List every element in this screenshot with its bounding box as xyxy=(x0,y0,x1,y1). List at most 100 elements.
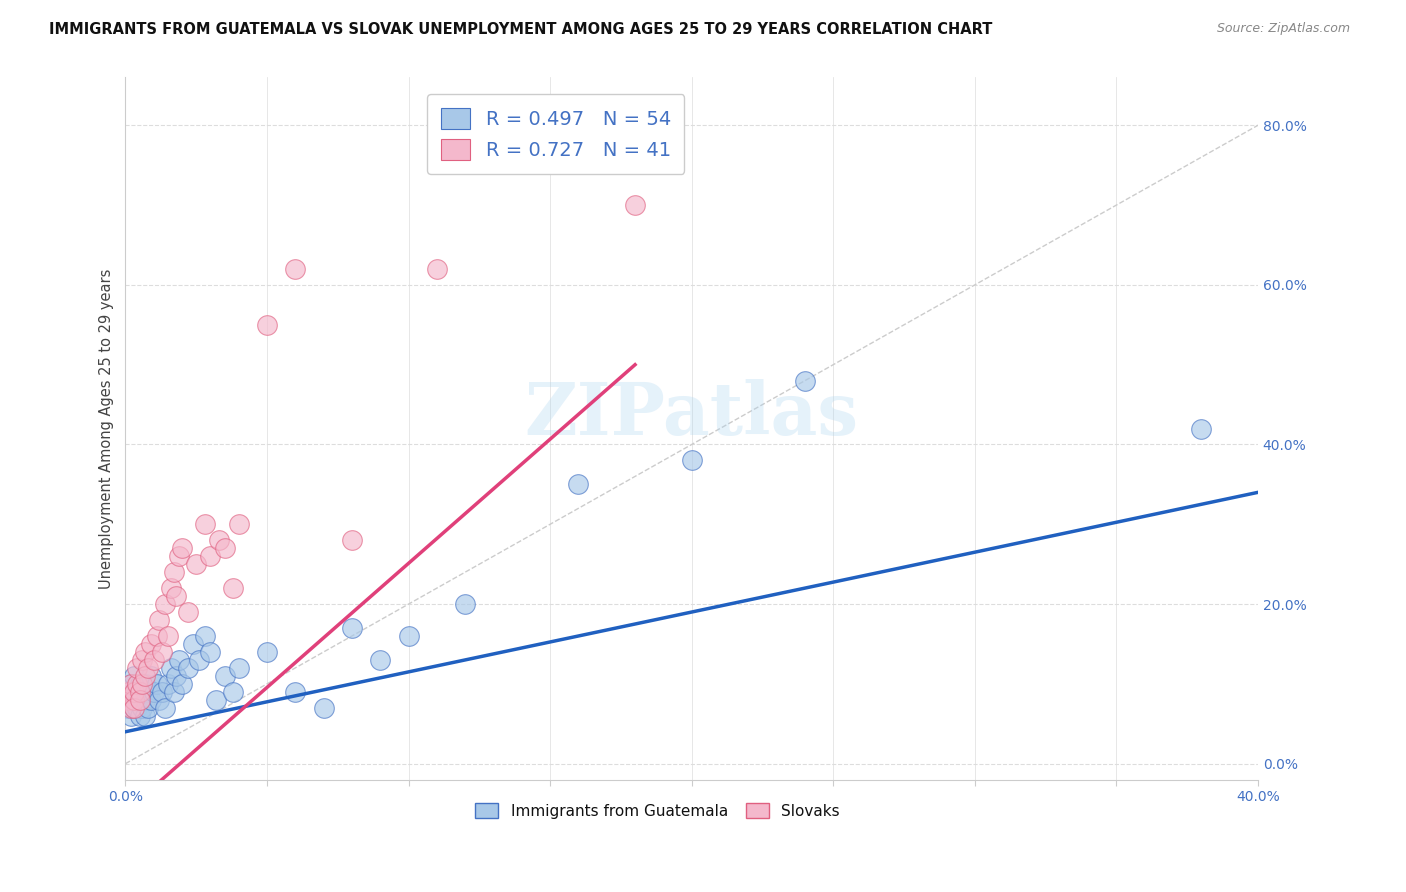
Point xyxy=(122,700,145,714)
Point xyxy=(128,693,150,707)
Point xyxy=(148,693,170,707)
Point xyxy=(368,653,391,667)
Point xyxy=(398,629,420,643)
Point xyxy=(228,661,250,675)
Point xyxy=(188,653,211,667)
Point xyxy=(120,677,142,691)
Point xyxy=(125,693,148,707)
Point xyxy=(122,685,145,699)
Point xyxy=(125,685,148,699)
Point xyxy=(183,637,205,651)
Point xyxy=(139,693,162,707)
Point xyxy=(165,669,187,683)
Point xyxy=(167,653,190,667)
Point xyxy=(142,685,165,699)
Point xyxy=(128,685,150,699)
Point xyxy=(793,374,815,388)
Point xyxy=(172,541,194,556)
Point xyxy=(117,700,139,714)
Point xyxy=(134,708,156,723)
Point xyxy=(136,700,159,714)
Point xyxy=(125,661,148,675)
Point xyxy=(131,700,153,714)
Point xyxy=(120,693,142,707)
Point xyxy=(200,645,222,659)
Point xyxy=(284,685,307,699)
Point xyxy=(162,685,184,699)
Point xyxy=(120,700,142,714)
Point xyxy=(214,669,236,683)
Point xyxy=(172,677,194,691)
Point xyxy=(150,645,173,659)
Point xyxy=(340,533,363,548)
Point xyxy=(136,661,159,675)
Point xyxy=(150,685,173,699)
Point xyxy=(194,629,217,643)
Point xyxy=(312,700,335,714)
Point xyxy=(122,669,145,683)
Point xyxy=(122,693,145,707)
Point xyxy=(165,589,187,603)
Point xyxy=(186,557,208,571)
Point xyxy=(340,621,363,635)
Point xyxy=(156,629,179,643)
Point xyxy=(681,453,703,467)
Point xyxy=(134,693,156,707)
Point xyxy=(117,685,139,699)
Point xyxy=(128,693,150,707)
Point xyxy=(134,669,156,683)
Point xyxy=(128,708,150,723)
Point xyxy=(194,517,217,532)
Point xyxy=(177,661,200,675)
Point xyxy=(159,661,181,675)
Point xyxy=(426,262,449,277)
Point xyxy=(131,677,153,691)
Point xyxy=(122,685,145,699)
Point xyxy=(200,549,222,564)
Point xyxy=(131,653,153,667)
Point xyxy=(117,693,139,707)
Point xyxy=(117,693,139,707)
Point xyxy=(1189,421,1212,435)
Point xyxy=(153,597,176,611)
Point xyxy=(284,262,307,277)
Point xyxy=(148,613,170,627)
Point xyxy=(228,517,250,532)
Point xyxy=(134,677,156,691)
Point xyxy=(145,629,167,643)
Point xyxy=(136,685,159,699)
Point xyxy=(142,653,165,667)
Y-axis label: Unemployment Among Ages 25 to 29 years: Unemployment Among Ages 25 to 29 years xyxy=(100,268,114,589)
Point xyxy=(131,685,153,699)
Text: Source: ZipAtlas.com: Source: ZipAtlas.com xyxy=(1216,22,1350,36)
Point xyxy=(222,685,245,699)
Text: IMMIGRANTS FROM GUATEMALA VS SLOVAK UNEMPLOYMENT AMONG AGES 25 TO 29 YEARS CORRE: IMMIGRANTS FROM GUATEMALA VS SLOVAK UNEM… xyxy=(49,22,993,37)
Point xyxy=(222,581,245,595)
Point xyxy=(177,605,200,619)
Point xyxy=(162,565,184,579)
Text: ZIPatlas: ZIPatlas xyxy=(524,379,859,450)
Point xyxy=(120,708,142,723)
Point xyxy=(256,318,278,332)
Point xyxy=(454,597,477,611)
Point xyxy=(139,637,162,651)
Point xyxy=(205,693,228,707)
Point xyxy=(153,700,176,714)
Legend: Immigrants from Guatemala, Slovaks: Immigrants from Guatemala, Slovaks xyxy=(470,797,846,824)
Point xyxy=(139,669,162,683)
Point xyxy=(128,677,150,691)
Point xyxy=(120,677,142,691)
Point xyxy=(122,700,145,714)
Point xyxy=(125,700,148,714)
Point xyxy=(214,541,236,556)
Point xyxy=(208,533,231,548)
Point xyxy=(134,645,156,659)
Point xyxy=(256,645,278,659)
Point xyxy=(159,581,181,595)
Point xyxy=(167,549,190,564)
Point xyxy=(567,477,589,491)
Point xyxy=(624,198,647,212)
Point xyxy=(125,677,148,691)
Point xyxy=(145,677,167,691)
Point xyxy=(156,677,179,691)
